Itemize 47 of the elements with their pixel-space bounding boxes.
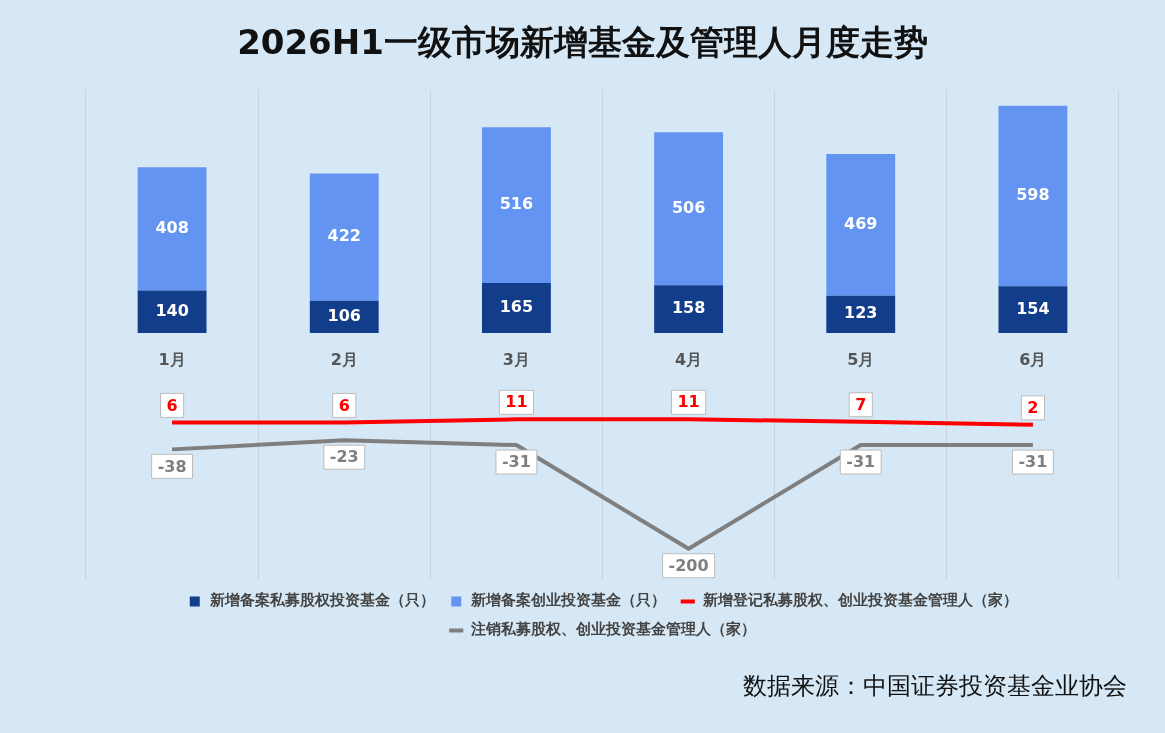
bar: [481, 127, 551, 284]
data-label: -31: [501, 452, 531, 472]
data-label: 11: [505, 392, 528, 412]
data-label: 140: [155, 300, 189, 320]
data-label: 598: [1016, 185, 1050, 205]
data-label: 7: [855, 394, 867, 414]
data-label: 106: [327, 306, 361, 326]
data-label: 6: [338, 395, 350, 415]
data-label: -200: [668, 555, 709, 575]
data-label: 154: [1016, 298, 1050, 318]
source-note: 数据来源：中国证券投资基金业协会: [743, 671, 1127, 702]
bar: [309, 173, 379, 301]
legend-label: 新增备案私募股权投资基金（只）: [208, 591, 435, 610]
data-label: 158: [671, 298, 706, 318]
legend-label: 新增登记私募股权、创业投资基金管理人（家）: [701, 591, 1018, 610]
data-label: 11: [677, 392, 700, 412]
x-tick-label: 6月: [1019, 350, 1047, 370]
x-tick-label: 2月: [330, 350, 358, 370]
data-label: 2: [1027, 398, 1039, 417]
bar: [826, 295, 896, 333]
data-label: 516: [499, 194, 534, 214]
data-label: 469: [844, 214, 878, 234]
legend-label: 新增备案创业投资基金（只）: [470, 591, 667, 610]
data-label: -31: [1018, 452, 1048, 472]
data-label: 422: [327, 226, 361, 246]
data-label: -31: [846, 452, 876, 472]
x-tick-label: 3月: [502, 350, 530, 370]
data-label: 165: [499, 297, 534, 317]
bar: [137, 290, 207, 333]
bar: [654, 132, 724, 286]
bar: [481, 283, 551, 333]
x-tick-label: 5月: [847, 350, 875, 370]
data-label: -23: [329, 447, 359, 467]
bar: [826, 154, 896, 296]
data-label: 6: [166, 395, 178, 415]
bar: [137, 167, 207, 291]
x-tick-label: 1月: [158, 350, 186, 370]
bar: [998, 286, 1068, 333]
chart-title: 2026H1一级市场新增基金及管理人月度走势: [236, 21, 929, 64]
bar: [998, 105, 1068, 287]
data-label: 506: [671, 197, 706, 217]
bar: [654, 285, 724, 333]
data-label: 408: [155, 218, 189, 238]
data-label: 123: [844, 303, 878, 323]
data-label: -38: [157, 456, 187, 476]
legend-label: 注销私募股权、创业投资基金管理人（家）: [470, 620, 757, 639]
x-tick-label: 4月: [675, 350, 703, 370]
